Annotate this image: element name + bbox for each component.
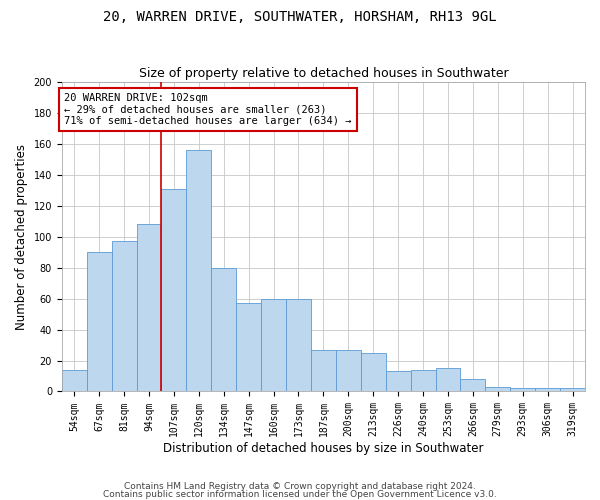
Bar xyxy=(137,224,161,392)
Text: 20, WARREN DRIVE, SOUTHWATER, HORSHAM, RH13 9GL: 20, WARREN DRIVE, SOUTHWATER, HORSHAM, R… xyxy=(103,10,497,24)
Bar xyxy=(112,242,137,392)
Bar xyxy=(86,252,112,392)
Bar xyxy=(535,388,560,392)
Bar xyxy=(211,268,236,392)
Bar xyxy=(62,370,86,392)
Title: Size of property relative to detached houses in Southwater: Size of property relative to detached ho… xyxy=(139,66,508,80)
Bar xyxy=(336,350,361,392)
Bar xyxy=(286,298,311,392)
Bar xyxy=(311,350,336,392)
Bar xyxy=(386,372,410,392)
Text: Contains HM Land Registry data © Crown copyright and database right 2024.: Contains HM Land Registry data © Crown c… xyxy=(124,482,476,491)
Bar xyxy=(161,189,187,392)
Bar xyxy=(485,387,510,392)
Y-axis label: Number of detached properties: Number of detached properties xyxy=(15,144,28,330)
X-axis label: Distribution of detached houses by size in Southwater: Distribution of detached houses by size … xyxy=(163,442,484,455)
Text: Contains public sector information licensed under the Open Government Licence v3: Contains public sector information licen… xyxy=(103,490,497,499)
Bar xyxy=(510,388,535,392)
Bar xyxy=(261,298,286,392)
Bar xyxy=(436,368,460,392)
Bar xyxy=(560,388,585,392)
Bar xyxy=(236,304,261,392)
Bar xyxy=(187,150,211,392)
Bar xyxy=(361,353,386,392)
Text: 20 WARREN DRIVE: 102sqm
← 29% of detached houses are smaller (263)
71% of semi-d: 20 WARREN DRIVE: 102sqm ← 29% of detache… xyxy=(64,93,352,126)
Bar xyxy=(410,370,436,392)
Bar xyxy=(460,379,485,392)
